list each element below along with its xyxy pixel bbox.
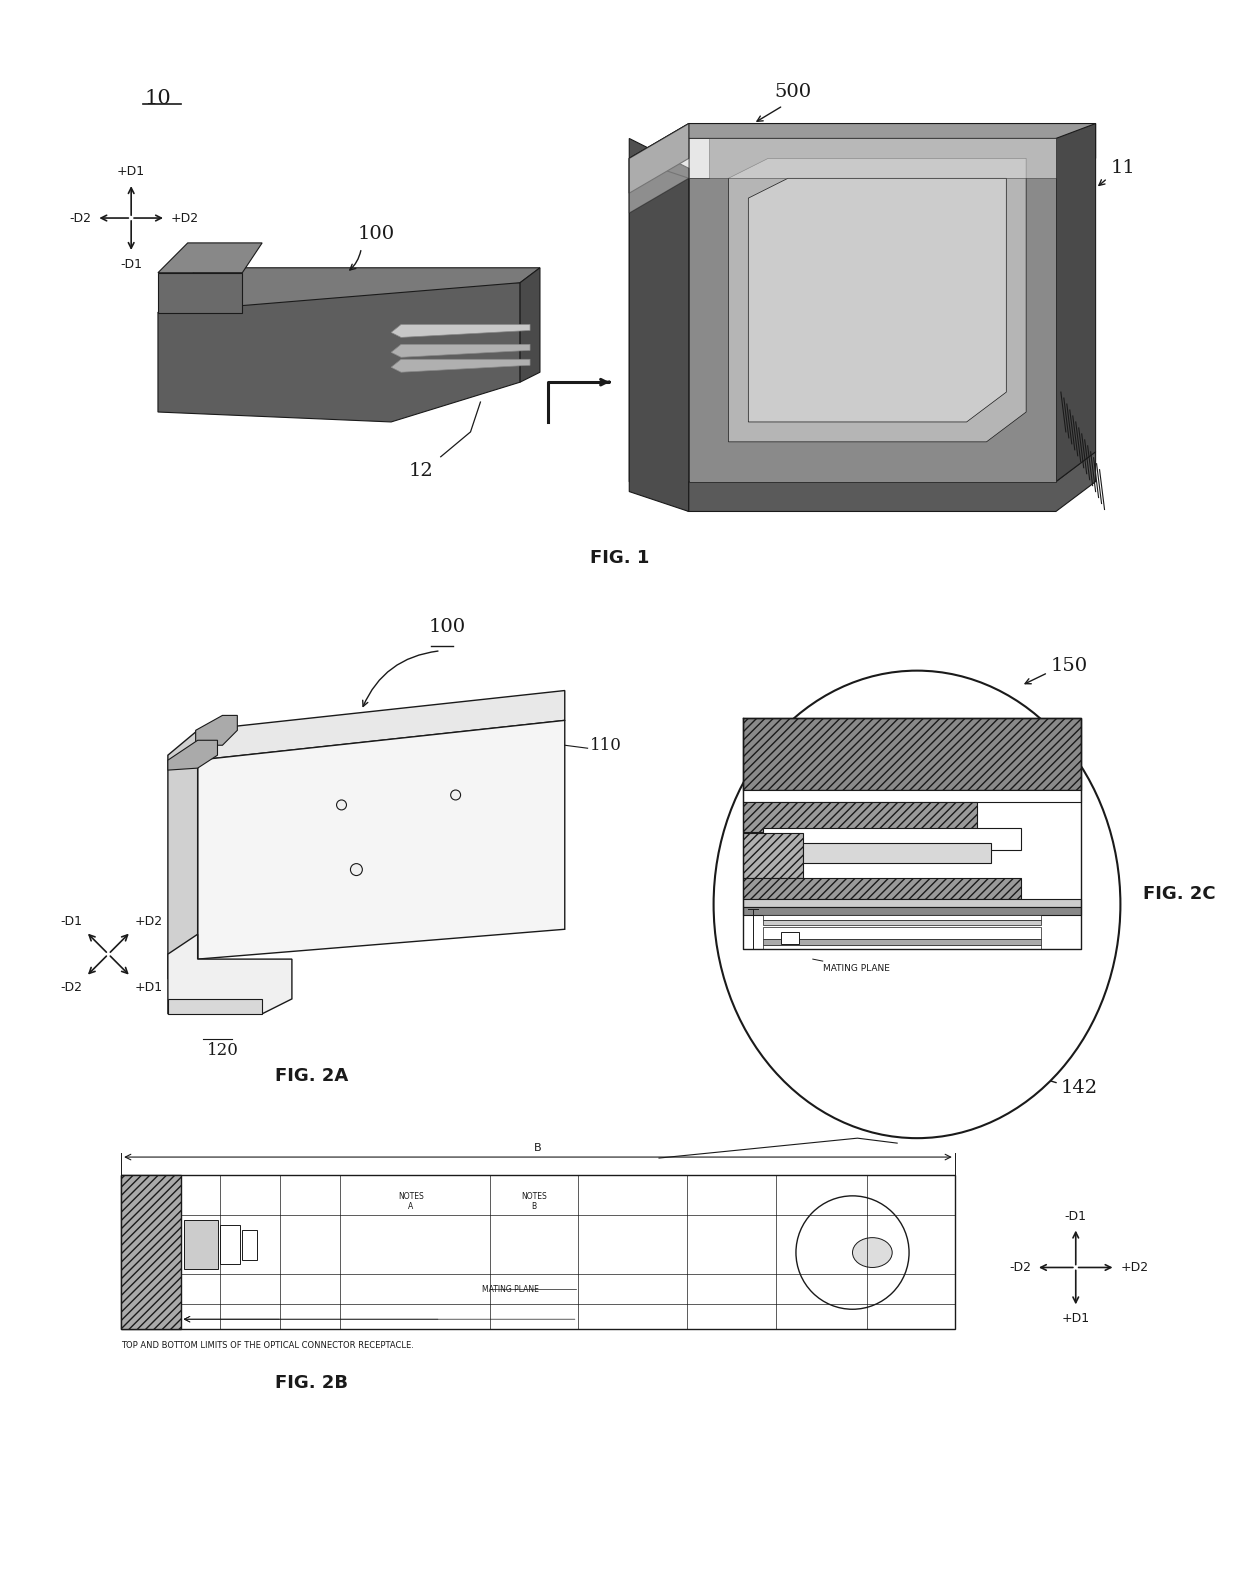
Circle shape <box>796 1196 909 1310</box>
Polygon shape <box>391 345 529 358</box>
Circle shape <box>336 800 346 810</box>
Bar <box>763 927 1042 940</box>
Text: +D1: +D1 <box>117 165 145 179</box>
Bar <box>802 843 992 862</box>
Polygon shape <box>167 998 262 1014</box>
Polygon shape <box>1056 123 1096 481</box>
Text: +D2: +D2 <box>1121 1261 1148 1274</box>
Text: 11: 11 <box>1111 160 1136 177</box>
Polygon shape <box>157 244 262 272</box>
Text: NOTES: NOTES <box>398 1193 424 1201</box>
Text: FIG. 2A: FIG. 2A <box>275 1066 348 1085</box>
Polygon shape <box>167 740 217 770</box>
Text: 142: 142 <box>1061 1079 1097 1098</box>
Text: 500: 500 <box>775 82 811 101</box>
Polygon shape <box>748 179 1007 422</box>
Polygon shape <box>157 283 520 422</box>
Polygon shape <box>688 139 1056 481</box>
Polygon shape <box>391 324 529 337</box>
Polygon shape <box>520 267 539 383</box>
Polygon shape <box>157 272 242 313</box>
Bar <box>122 1175 955 1329</box>
Text: 120: 120 <box>207 1041 238 1058</box>
Text: -D1: -D1 <box>1065 1210 1086 1223</box>
Text: -D2: -D2 <box>60 981 82 993</box>
Bar <box>763 940 1042 944</box>
Ellipse shape <box>853 1237 893 1267</box>
Text: NOTES: NOTES <box>521 1193 547 1201</box>
Text: 10: 10 <box>145 89 171 108</box>
Bar <box>221 1224 241 1264</box>
Polygon shape <box>629 123 688 214</box>
Text: MATING PLANE: MATING PLANE <box>823 963 889 973</box>
Polygon shape <box>629 123 688 193</box>
Text: TOP AND BOTTOM LIMITS OF THE OPTICAL CONNECTOR RECEPTACLE.: TOP AND BOTTOM LIMITS OF THE OPTICAL CON… <box>122 1342 414 1349</box>
Text: B: B <box>534 1144 542 1153</box>
Circle shape <box>351 864 362 875</box>
Polygon shape <box>629 123 1096 158</box>
Text: B: B <box>532 1202 537 1212</box>
Bar <box>743 718 1081 789</box>
Text: 150: 150 <box>1052 657 1087 674</box>
Polygon shape <box>629 139 688 511</box>
Bar <box>743 802 977 832</box>
Text: 100: 100 <box>357 225 394 244</box>
Text: 100: 100 <box>429 619 466 636</box>
Text: 110: 110 <box>589 737 621 753</box>
Bar <box>763 944 1042 949</box>
Text: 12: 12 <box>408 462 433 479</box>
Bar <box>743 878 1022 900</box>
Circle shape <box>450 789 460 800</box>
Polygon shape <box>688 452 1096 511</box>
Polygon shape <box>197 720 564 959</box>
Text: MATING PLANE: MATING PLANE <box>482 1285 538 1294</box>
Bar <box>743 900 1081 908</box>
Polygon shape <box>728 158 1027 441</box>
Polygon shape <box>688 139 1056 179</box>
Bar <box>781 932 799 944</box>
Bar <box>242 1229 257 1259</box>
Polygon shape <box>391 359 529 372</box>
Text: +D1: +D1 <box>1061 1311 1090 1326</box>
Text: -D1: -D1 <box>60 914 82 927</box>
Bar <box>763 827 1022 850</box>
Bar <box>743 832 802 878</box>
Bar <box>184 1220 218 1269</box>
Polygon shape <box>157 267 539 313</box>
Polygon shape <box>196 715 237 745</box>
Text: +D2: +D2 <box>135 914 162 927</box>
Bar <box>743 908 1081 916</box>
Bar <box>743 789 1081 802</box>
Text: -D2: -D2 <box>1009 1261 1032 1274</box>
Text: +D2: +D2 <box>171 212 198 225</box>
Text: +D1: +D1 <box>135 981 162 993</box>
Polygon shape <box>197 690 564 761</box>
Text: -D1: -D1 <box>120 258 143 271</box>
Text: FIG. 2B: FIG. 2B <box>275 1373 348 1392</box>
Polygon shape <box>167 731 197 979</box>
Polygon shape <box>167 935 291 1014</box>
Ellipse shape <box>713 671 1121 1137</box>
Bar <box>763 921 1042 925</box>
Text: FIG. 1: FIG. 1 <box>590 549 649 568</box>
Text: FIG. 2C: FIG. 2C <box>1143 886 1216 903</box>
Bar <box>122 1175 181 1329</box>
Text: A: A <box>408 1202 414 1212</box>
Text: -D2: -D2 <box>69 212 92 225</box>
Polygon shape <box>629 158 688 511</box>
Bar <box>763 916 1042 921</box>
